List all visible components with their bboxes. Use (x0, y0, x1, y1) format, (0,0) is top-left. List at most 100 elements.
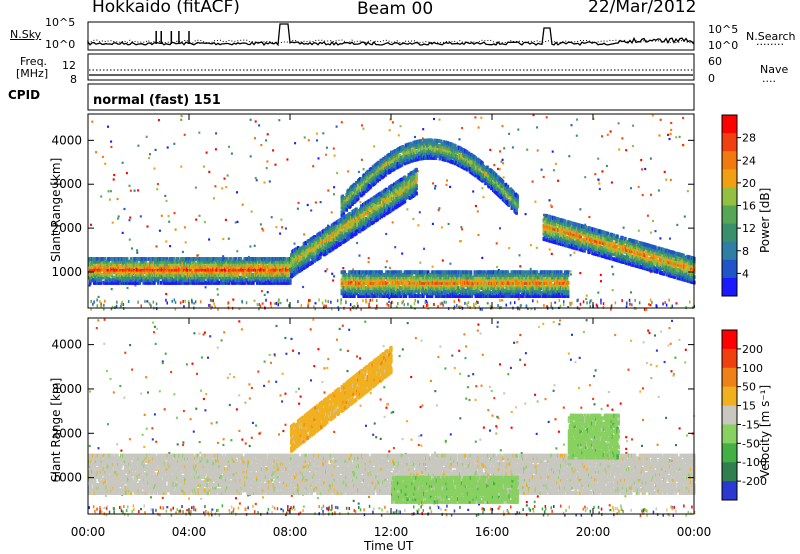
echo-cell (342, 196, 345, 200)
noise-left-tick-lo: 10^0 (45, 38, 75, 51)
echo-cell (179, 267, 182, 272)
echo-cell (382, 283, 385, 288)
echo-cell (487, 173, 490, 178)
echo-cell (239, 259, 243, 264)
echo-cell (279, 267, 282, 272)
echo-cell (404, 177, 408, 182)
echo-speckle (589, 301, 591, 305)
echo-speckle (438, 207, 441, 210)
echo-cell (413, 174, 416, 179)
echo-cell (117, 270, 120, 275)
echo-speckle (622, 226, 625, 229)
echo-cell (104, 267, 108, 272)
echo-cell (261, 272, 265, 277)
echo-speckle (180, 118, 183, 121)
echo-cell (157, 265, 161, 269)
echo-cell (393, 275, 397, 280)
echo-speckle (489, 148, 492, 151)
echo-speckle (127, 300, 130, 303)
echo-speckle (495, 242, 498, 245)
echo-cell (118, 272, 121, 277)
echo-speckle (258, 124, 261, 127)
echo-speckle (158, 229, 161, 232)
echo-speckle (498, 168, 501, 171)
echo-cell (284, 265, 287, 269)
echo-cell (417, 294, 420, 298)
echo-cell (516, 194, 519, 199)
echo-speckle (497, 167, 499, 170)
echo-speckle (275, 301, 278, 305)
echo-speckle (612, 273, 615, 276)
freq-right-tick-hi: 60 (708, 55, 722, 68)
echo-speckle (445, 183, 448, 186)
echo-speckle (529, 244, 532, 247)
echo-cell (341, 199, 345, 204)
echo-cell (512, 200, 515, 205)
echo-speckle (481, 308, 483, 311)
echo-cell (272, 270, 276, 275)
echo-cell (376, 217, 379, 222)
echo-cell (418, 288, 421, 293)
echo-speckle (520, 303, 522, 307)
echo-cell (294, 260, 298, 265)
echo-speckle (203, 221, 206, 224)
echo-speckle (609, 130, 612, 133)
echo-cell (133, 278, 137, 283)
echo-speckle (99, 300, 101, 304)
echo-cell (242, 270, 245, 275)
echo-speckle (480, 116, 483, 119)
echo-cell (211, 265, 214, 269)
echo-cell (420, 144, 423, 148)
echo-cell (425, 150, 428, 155)
echo-cell (243, 265, 246, 269)
echo-speckle (253, 299, 256, 302)
echo-cell (349, 278, 352, 283)
echo-speckle (456, 303, 458, 307)
echo-cell (106, 265, 110, 269)
echo-cell (474, 173, 478, 178)
echo-cell (460, 146, 463, 151)
echo-speckle (589, 299, 592, 303)
echo-cell (198, 265, 202, 269)
echo-cell (267, 259, 271, 264)
echo-cell (468, 166, 472, 171)
echo-speckle (651, 300, 653, 304)
echo-cell (114, 265, 117, 269)
echo-speckle (325, 153, 327, 156)
echo-cell (196, 259, 200, 264)
echo-cell (417, 147, 420, 151)
echo-cell (159, 265, 163, 269)
echo-speckle (461, 228, 464, 231)
echo-speckle (502, 176, 505, 179)
echo-speckle (499, 227, 501, 230)
echo-cell (144, 259, 147, 264)
echo-cell (416, 275, 419, 280)
echo-speckle (589, 305, 591, 309)
echo-cell (195, 275, 199, 280)
echo-speckle (367, 261, 370, 264)
echo-speckle (501, 299, 504, 302)
echo-speckle (165, 298, 167, 302)
echo-speckle (417, 224, 420, 227)
echo-speckle (531, 180, 534, 183)
echo-speckle (426, 301, 429, 305)
echo-speckle (596, 304, 599, 308)
echo-cell (392, 280, 396, 285)
echo-cell (214, 275, 217, 280)
echo-speckle (261, 302, 264, 305)
echo-speckle (682, 144, 684, 147)
echo-cell (360, 280, 364, 285)
echo-cell (451, 142, 454, 147)
echo-speckle (184, 299, 186, 303)
echo-speckle (236, 220, 239, 223)
echo-speckle (333, 154, 336, 157)
echo-cell (465, 167, 469, 172)
echo-cell (247, 262, 250, 267)
echo-speckle (179, 301, 182, 305)
echo-cell (393, 278, 397, 283)
echo-cell (389, 272, 392, 277)
echo-speckle (594, 173, 597, 176)
echo-speckle (349, 303, 352, 307)
echo-speckle (277, 303, 279, 307)
echo-speckle (90, 307, 92, 311)
